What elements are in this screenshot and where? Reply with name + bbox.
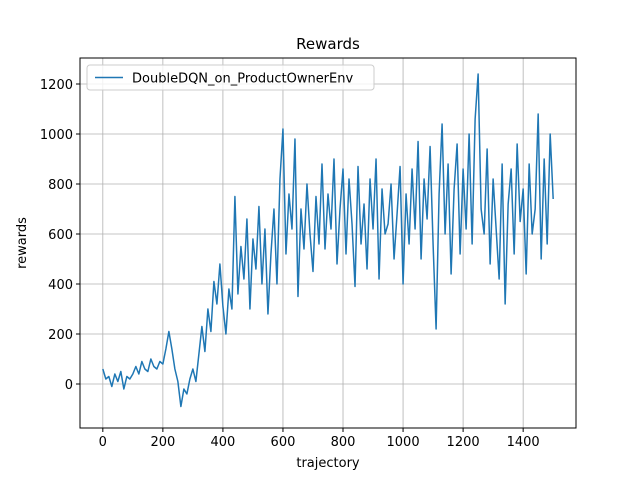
x-axis-label: trajectory	[296, 456, 360, 471]
x-tick-label: 800	[331, 435, 356, 450]
x-tick-label: 1000	[387, 435, 420, 450]
legend-box	[86, 64, 375, 91]
axes-frame	[79, 57, 577, 429]
x-tick-label: 1400	[507, 435, 540, 450]
y-tick-label: 0	[65, 378, 73, 393]
x-tick-label: 200	[150, 435, 175, 450]
x-tick-label: 400	[211, 435, 236, 450]
y-tick-label: 800	[48, 178, 73, 193]
y-tick-label: 200	[48, 328, 73, 343]
x-tick-label: 600	[271, 435, 296, 450]
chart-title: Rewards	[296, 35, 360, 53]
y-tick-label: 1200	[40, 78, 73, 93]
y-tick-label: 600	[48, 228, 73, 243]
x-tick-label: 0	[99, 435, 107, 450]
y-tick-label: 400	[48, 278, 73, 293]
line	[102, 73, 554, 408]
x-tick-label: 1200	[447, 435, 480, 450]
legend-label: DoubleDQN_on_ProductOwnerEnv	[132, 72, 353, 87]
y-axis-label: rewards	[15, 217, 30, 269]
y-tick-label: 1000	[40, 128, 73, 143]
